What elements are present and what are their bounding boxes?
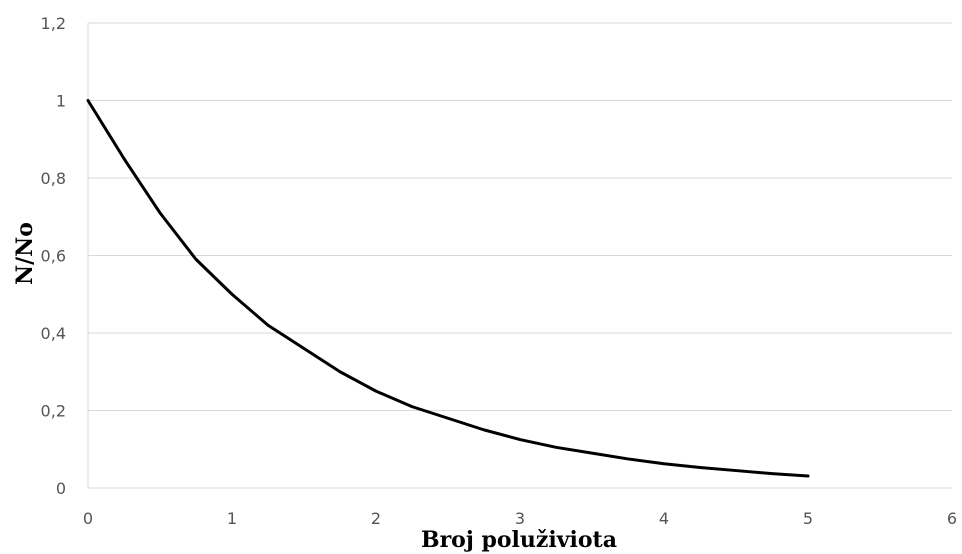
grid-layer [87,22,952,489]
x-tick-label: 6 [947,509,957,528]
y-axis-title: N/No [12,222,38,285]
decay-curve [86,99,810,478]
y-axis-tick-labels: 0 0,2 0,4 0,6 0,8 1 1,2 [41,14,66,498]
x-tick-label: 4 [659,509,669,528]
y-tick-label: 1,2 [41,14,66,33]
y-tick-label: 0 [56,479,66,498]
x-axis-title: Broj poluživiota [421,527,617,553]
y-tick-label: 0,6 [41,247,66,266]
y-tick-label: 0,4 [41,324,66,343]
y-tick-label: 0,8 [41,169,66,188]
x-tick-label: 3 [515,509,525,528]
x-tick-label: 2 [371,509,381,528]
x-tick-label: 0 [83,509,93,528]
x-tick-label: 1 [227,509,237,528]
x-axis-tick-labels: 0 1 2 3 4 5 6 [83,509,957,528]
y-tick-label: 1 [56,92,66,111]
y-tick-label: 0,2 [41,402,66,421]
x-tick-label: 5 [803,509,813,528]
